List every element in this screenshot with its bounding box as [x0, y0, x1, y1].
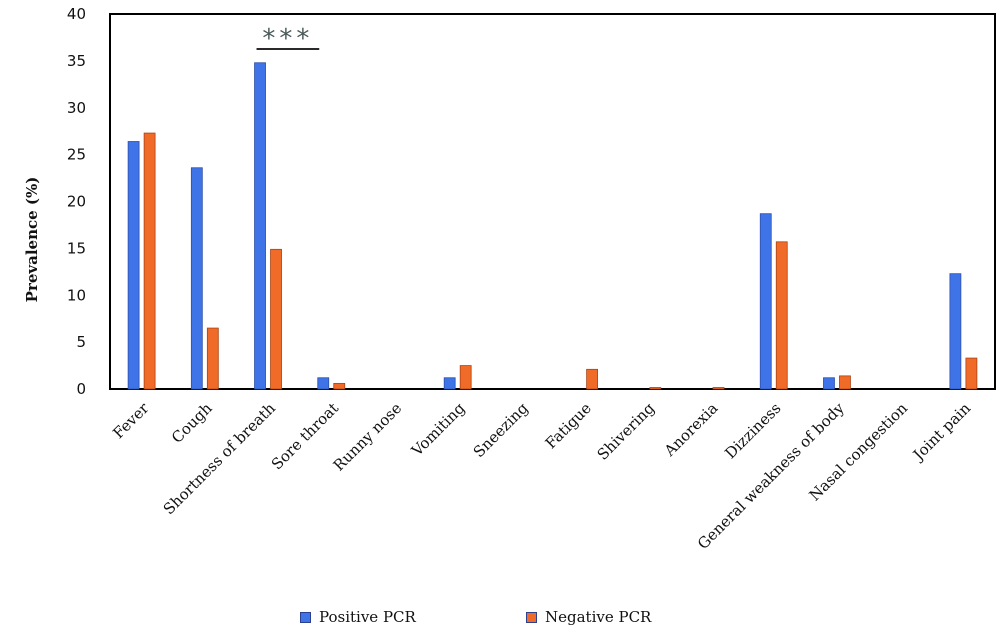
- legend-swatch-negative-pcr: [526, 611, 537, 623]
- y-tick-label: 0: [76, 380, 86, 398]
- y-tick-label: 25: [67, 146, 86, 164]
- bar-positive-pcr-general-weakness-of-body: [823, 377, 835, 390]
- y-axis: 0 5 10 15 20 25 30 35 40: [67, 5, 996, 398]
- y-tick-label: 35: [67, 52, 86, 70]
- significance-annotation: ***: [256, 24, 320, 54]
- bar-negative-pcr-joint-pain: [965, 357, 978, 390]
- bar-negative-pcr-sore-throat: [333, 382, 346, 390]
- y-tick-label: 20: [67, 193, 86, 211]
- x-tick-label: Anorexia: [660, 399, 721, 460]
- y-tick-label: 40: [67, 5, 86, 23]
- bars: [127, 62, 978, 390]
- x-tick-label: Sneezing: [470, 399, 532, 461]
- x-tick-label: Vomiting: [407, 399, 469, 461]
- y-tick-label: 15: [67, 239, 86, 257]
- y-tick-label: 5: [76, 333, 86, 351]
- bar-positive-pcr-fever: [127, 141, 140, 390]
- bar-positive-pcr-cough: [190, 167, 203, 390]
- x-tick-label: Dizziness: [721, 399, 784, 462]
- bar-positive-pcr-dizziness: [759, 213, 772, 390]
- legend-label-positive-pcr: Positive PCR: [319, 608, 416, 626]
- plot-frame: [109, 13, 996, 390]
- bar-negative-pcr-fever: [143, 132, 156, 390]
- y-tick-label: 30: [67, 99, 86, 117]
- x-tick-label: Shortness of breath: [160, 399, 279, 518]
- x-tick-label: Joint pain: [908, 399, 974, 465]
- bar-positive-pcr-vomiting: [443, 377, 456, 390]
- bar-negative-pcr-shivering: [649, 387, 662, 390]
- bar-positive-pcr-shortness-of-breath: [254, 62, 266, 390]
- y-axis-label: Prevalence (%): [23, 177, 41, 303]
- x-tick-label: Runny nose: [330, 399, 406, 475]
- bar-positive-pcr-sore-throat: [317, 377, 330, 390]
- bar-negative-pcr-dizziness: [775, 241, 788, 390]
- legend-item-negative-pcr: Negative PCR: [526, 608, 651, 626]
- bar-negative-pcr-vomiting: [459, 365, 472, 390]
- bar-negative-pcr-fatigue: [586, 368, 599, 390]
- bar-positive-pcr-joint-pain: [949, 273, 962, 390]
- legend-swatch-positive-pcr: [300, 611, 311, 623]
- x-tick-label: Cough: [168, 399, 216, 447]
- y-tick-label: 10: [67, 286, 86, 304]
- x-tick-label: Shivering: [594, 399, 659, 464]
- bar-negative-pcr-cough: [206, 327, 219, 390]
- significance-marker: ***: [262, 24, 313, 54]
- legend-item-positive-pcr: Positive PCR: [300, 608, 416, 626]
- bar-negative-pcr-shortness-of-breath: [270, 248, 282, 390]
- x-tick-label: Fever: [109, 399, 153, 443]
- legend-label-negative-pcr: Negative PCR: [545, 608, 652, 626]
- x-tick-label: Fatigue: [542, 399, 595, 452]
- bar-negative-pcr-general-weakness-of-body: [839, 375, 851, 390]
- bar-negative-pcr-anorexia: [712, 387, 725, 390]
- legend: Positive PCR Negative PCR: [0, 608, 1000, 632]
